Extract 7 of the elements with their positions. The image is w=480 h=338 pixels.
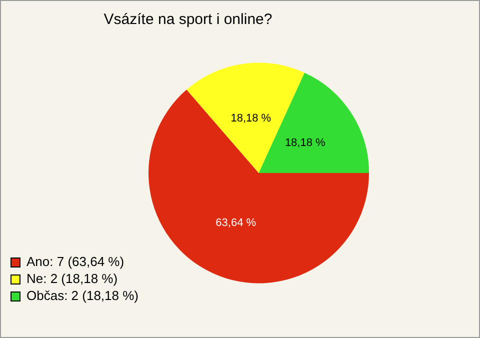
legend-label: Ano: 7 (63,64 %) [26, 254, 124, 270]
data-label: 18,18 % [230, 112, 272, 124]
data-label: 63,64 % [216, 217, 256, 230]
legend-label: Občas: 2 (18,18 %) [26, 288, 138, 304]
data-label: 18,18 % [284, 137, 326, 150]
chart-title: Vsázíte na sport i online? [104, 11, 272, 28]
legend-label: Ne: 2 (18,18 %) [26, 271, 118, 286]
